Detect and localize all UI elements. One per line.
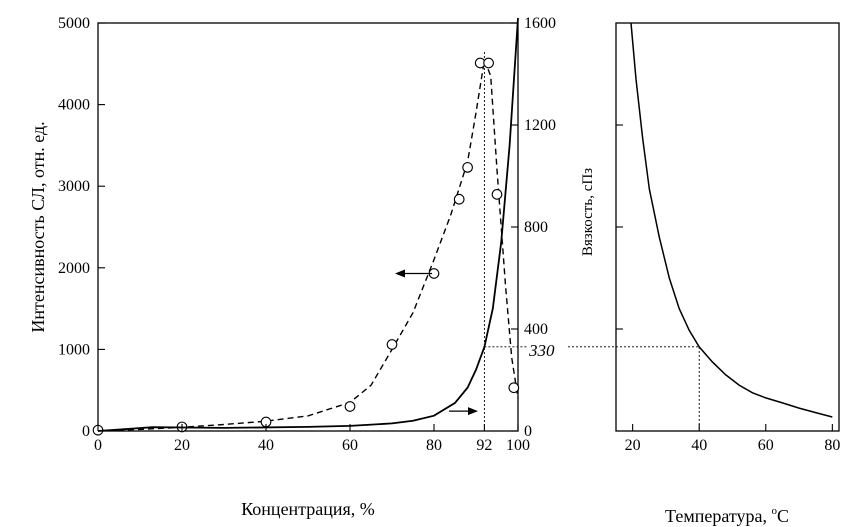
x-tick-label: 20: [625, 437, 641, 454]
y2-tick-label: 0: [524, 423, 532, 440]
x-axis-label-right-unit: C: [777, 506, 789, 526]
intensity-point: [483, 57, 494, 69]
x-tick-label: 0: [94, 437, 102, 454]
arrow-left-head: [395, 269, 405, 278]
y-tick-label: 5000: [58, 15, 90, 32]
y-tick-label: 4000: [58, 97, 90, 114]
y2-axis-label: Вязкость, сПз: [580, 168, 596, 256]
y-tick-label: 2000: [58, 260, 90, 277]
arrow-right-head: [468, 407, 478, 416]
intensity-point: [508, 382, 520, 394]
left-series: [92, 17, 520, 436]
ref-lines-right: [568, 346, 700, 431]
y2-tick-label: 400: [524, 321, 548, 338]
y2-tick-label: 800: [524, 219, 548, 236]
ref-lines: [483, 52, 528, 431]
x-axis-label-right: Температура, oC: [665, 505, 789, 526]
intensity-point: [344, 401, 356, 412]
y-ticks-right: [616, 124, 623, 330]
x-tick-label: 60: [342, 437, 358, 454]
left-plot-frame: [97, 22, 519, 432]
temperature-chart: 20 40 60 80 Температура, oC: [568, 22, 840, 526]
x-tick-label: 20: [174, 437, 190, 454]
series-viscosity-line: [97, 17, 519, 432]
y-ticks-left: 0 1000 2000 3000 4000 5000: [58, 15, 105, 440]
x-tick-label: 40: [258, 437, 274, 454]
y2-tick-label: 1200: [524, 117, 556, 134]
concentration-chart: 0 20 40 60 80 92 100 0 1000 2000 3000 4000 5000 0 40…: [28, 15, 596, 519]
x-ticks-right: 20 40 60 80: [625, 424, 840, 454]
x-tick-label: 100: [506, 437, 530, 454]
x-tick-label: 80: [426, 437, 442, 454]
annotation-330: 330: [528, 341, 555, 360]
y2-tick-label: 1600: [524, 15, 556, 32]
right-series: [630, 22, 833, 418]
intensity-point: [462, 162, 473, 173]
y2-ticks-left: 0 400 800 1200 1600: [511, 15, 556, 440]
y-axis-label-left: Интенсивность СЛ, отн. ед.: [28, 121, 48, 332]
intensity-point: [453, 193, 465, 205]
left-arrows: [395, 269, 478, 416]
x-tick-label: 80: [824, 437, 840, 454]
x-tick-label: 92: [476, 437, 492, 454]
x-ticks-left: 0 20 40 60 80 92 100: [94, 424, 530, 454]
right-plot-frame: [615, 22, 840, 432]
series-intensity-line: [97, 57, 519, 432]
y-tick-label: 0: [82, 423, 90, 440]
y-tick-label: 1000: [58, 341, 90, 358]
intensity-point: [386, 339, 398, 350]
x-axis-label-left: Концентрация, %: [241, 499, 375, 519]
x-axis-label-right-main: Температура,: [665, 506, 771, 526]
series-viscosity-temperature-line: [630, 22, 833, 418]
intensity-point: [491, 189, 503, 200]
x-axis-label-right-sup: o: [771, 505, 777, 517]
x-tick-label: 60: [758, 437, 774, 454]
y-tick-label: 3000: [58, 178, 90, 195]
x-tick-label: 40: [691, 437, 707, 454]
